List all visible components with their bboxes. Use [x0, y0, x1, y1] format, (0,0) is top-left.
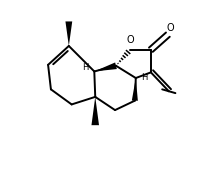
Polygon shape: [65, 21, 72, 46]
Text: O: O: [167, 23, 175, 33]
Text: H: H: [83, 63, 89, 72]
Text: H: H: [141, 73, 147, 82]
Polygon shape: [94, 63, 117, 71]
Polygon shape: [91, 97, 99, 125]
Polygon shape: [132, 78, 138, 101]
Text: O: O: [126, 35, 134, 45]
